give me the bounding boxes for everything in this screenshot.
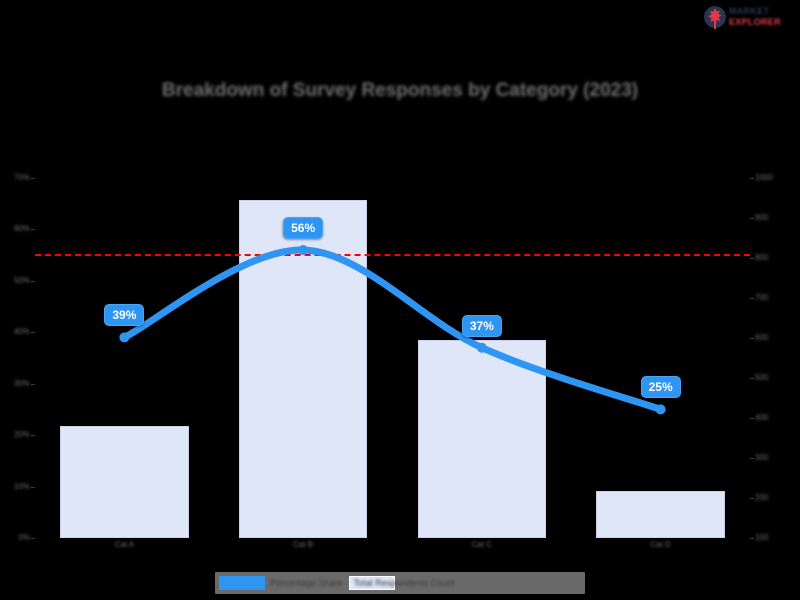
chart-legend: Percentage Share Total Respondents Count	[215, 572, 585, 594]
y-axis-right-tick-label: 1000	[755, 173, 773, 182]
y-axis-right-tick-label: 500	[755, 373, 769, 382]
y-axis-left-tick-mark	[31, 486, 35, 488]
y-axis-left-tick-mark	[31, 178, 35, 179]
y-axis-right-tick-mark	[750, 378, 754, 379]
chart-title: Breakdown of Survey Responses by Categor…	[161, 80, 639, 101]
y-axis-left-tick-label: 20%	[13, 430, 30, 440]
plot-area: 70% 60% 50% 40% 30% 20% 10% 0% 1000 900 800 700 600…	[14, 173, 773, 549]
data-label-Cat D: 25%	[640, 376, 681, 399]
y-axis-left-tick-label: 50%	[13, 275, 30, 285]
legend-label: Total Respondents Count	[353, 578, 455, 588]
logo-text-line1: MARKET	[729, 6, 770, 16]
line-marker-Cat D	[655, 404, 666, 415]
y-axis-right-tick-label: 100	[755, 533, 769, 542]
y-axis-right-tick-label: 900	[755, 213, 769, 222]
y-axis-left-tick-mark	[31, 435, 35, 437]
y-axis-right-tick-mark	[750, 258, 754, 259]
y-axis-left-tick-label: 60%	[13, 224, 30, 234]
x-axis-tick-label: Cat C	[471, 540, 493, 549]
reference-line	[35, 253, 750, 256]
y-axis-right-tick-mark	[750, 538, 754, 539]
line-marker-Cat B	[298, 245, 309, 255]
y-axis-right-tick-mark	[750, 178, 754, 179]
y-axis-right-tick-mark	[750, 338, 754, 339]
y-axis-left-tick-label: 10%	[13, 481, 30, 491]
y-axis-right-tick-mark	[750, 458, 754, 459]
maple-leaf-circle-icon	[702, 4, 728, 30]
y-axis-right-tick-label: 400	[755, 413, 769, 422]
y-axis-left-tick-label: 0%	[18, 533, 30, 542]
legend-item-0[interactable]: Percentage Share	[219, 576, 343, 590]
x-axis-tick-label: Cat A	[114, 540, 135, 549]
line-marker-Cat C	[476, 342, 487, 353]
bar-Cat C	[417, 340, 547, 538]
bar-Cat A	[60, 426, 189, 538]
legend-label: Percentage Share	[270, 578, 343, 588]
x-axis-tick-label: Cat B	[293, 540, 314, 549]
y-axis-right-tick-label: 300	[755, 453, 769, 462]
y-axis-left-tick-mark	[31, 332, 35, 334]
line-marker-Cat A	[119, 332, 130, 343]
y-axis-left-tick-mark	[31, 229, 35, 231]
y-axis-right-tick-label: 700	[755, 293, 769, 302]
y-axis-right-tick-mark	[750, 218, 754, 219]
y-axis-left-tick-label: 70%	[13, 173, 30, 182]
y-axis-left-tick-label: 30%	[13, 378, 30, 388]
y-axis-left-tick-label: 40%	[13, 327, 30, 337]
data-label-Cat B: 56%	[283, 217, 324, 239]
y-axis-right-tick-label: 200	[755, 493, 769, 502]
y-axis-right-tick-label: 600	[755, 333, 769, 342]
brand-logo: MARKET EXPLORER	[702, 3, 794, 31]
y-axis-left-tick-mark	[31, 280, 35, 282]
data-label-Cat A: 39%	[104, 304, 145, 327]
bar-Cat D	[596, 491, 725, 538]
data-label-Cat C: 37%	[461, 314, 502, 337]
y-axis-right-tick-label: 800	[755, 253, 769, 262]
x-axis-tick-label: Cat D	[650, 540, 671, 549]
y-axis-right-tick-mark	[750, 298, 754, 299]
y-axis-left-tick-mark	[31, 383, 35, 385]
y-axis-right-tick-mark	[750, 498, 754, 499]
line-series	[119, 245, 666, 415]
y-axis-right-tick-mark	[750, 418, 754, 419]
y-axis-left-tick-mark	[31, 538, 35, 539]
legend-swatch-line	[219, 576, 265, 590]
legend-swatch-bar	[348, 576, 395, 590]
line-path	[120, 246, 665, 413]
legend-item-1[interactable]: Total Respondents Count	[348, 576, 455, 590]
logo-text-line2: EXPLORER	[729, 17, 781, 27]
